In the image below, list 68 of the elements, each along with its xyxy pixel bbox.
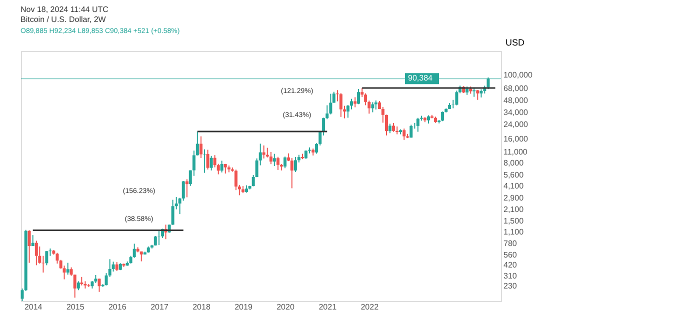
- candlestick: [272, 153, 276, 167]
- x-tick-label: 2017: [150, 302, 169, 312]
- y-tick-label: 4,100: [504, 182, 524, 191]
- candlestick: [388, 123, 392, 134]
- y-tick-label: 16,000: [504, 134, 529, 144]
- y-tick-label: 24,000: [504, 120, 529, 130]
- candlestick: [203, 148, 206, 174]
- candlestick: [396, 126, 399, 135]
- candlestick: [185, 178, 188, 198]
- x-tick-label: 2018: [192, 302, 211, 312]
- y-tick-label: 1,100: [504, 227, 524, 236]
- candlestick: [234, 169, 238, 191]
- x-tick-label: 2021: [318, 302, 338, 312]
- y-tick-label: 2,100: [504, 204, 524, 214]
- candlestick: [115, 262, 118, 272]
- candlestick: [486, 76, 490, 90]
- candlestick: [441, 111, 444, 122]
- y-tick-label: 11,000: [504, 147, 528, 156]
- candlestick: [276, 156, 280, 170]
- y-tick-label: 560: [504, 250, 518, 260]
- candlestick: [206, 149, 210, 170]
- candlestick: [56, 252, 59, 264]
- candlestick: [262, 144, 266, 159]
- candlestick: [34, 240, 38, 266]
- candlestick: [416, 117, 420, 132]
- y-tick-label: 1,500: [504, 216, 524, 226]
- y-tick-label: 310: [504, 271, 518, 280]
- y-tick-label: 780: [504, 239, 518, 248]
- chart-title: Bitcoin / U.S. Dollar, 2W: [20, 15, 106, 24]
- candlestick: [374, 100, 378, 110]
- candlestick: [357, 88, 360, 105]
- candlestick: [402, 128, 406, 140]
- candlestick: [339, 92, 342, 118]
- candlestick: [269, 151, 272, 165]
- x-tick-label: 2020: [276, 302, 295, 312]
- candlestick: [283, 156, 286, 169]
- candlestick: [220, 160, 224, 173]
- candlestick: [472, 86, 476, 98]
- y-axis-title: USD: [506, 38, 525, 48]
- y-tick-label: 230: [504, 282, 518, 291]
- y-tick-label: 100,000: [504, 70, 533, 80]
- candlestick: [210, 155, 213, 171]
- y-tick-label: 5,600: [504, 170, 524, 180]
- candlestick: [294, 156, 297, 172]
- x-tick-label: 2014: [24, 302, 43, 312]
- x-tick-label: 2016: [108, 302, 127, 312]
- ref-line-label: 90,384: [408, 74, 434, 83]
- candlestick: [28, 230, 31, 264]
- y-tick-label: 8,000: [504, 158, 524, 168]
- y-tick-label: 34,000: [504, 108, 529, 118]
- y-tick-label: 420: [504, 260, 518, 270]
- candlestick: [66, 262, 70, 276]
- candlestick: [354, 96, 357, 108]
- candlestick: [98, 278, 101, 292]
- y-tick-label: 48,000: [504, 96, 529, 106]
- text: Nov 18, 2024 11:44 UTC: [20, 5, 109, 14]
- x-tick-label: 2019: [234, 302, 253, 312]
- y-tick-label: 68,000: [504, 84, 529, 93]
- y-tick-label: 2,900: [504, 194, 524, 203]
- candlestick: [371, 102, 374, 113]
- x-tick-label: 2015: [66, 302, 85, 312]
- x-tick-label: 2022: [360, 302, 380, 312]
- candlestick: [410, 124, 413, 138]
- candlestick: [199, 136, 202, 158]
- candlestick: [476, 90, 480, 100]
- candlestick: [329, 93, 332, 115]
- candlestick: [290, 158, 294, 189]
- candlestick: [45, 250, 48, 266]
